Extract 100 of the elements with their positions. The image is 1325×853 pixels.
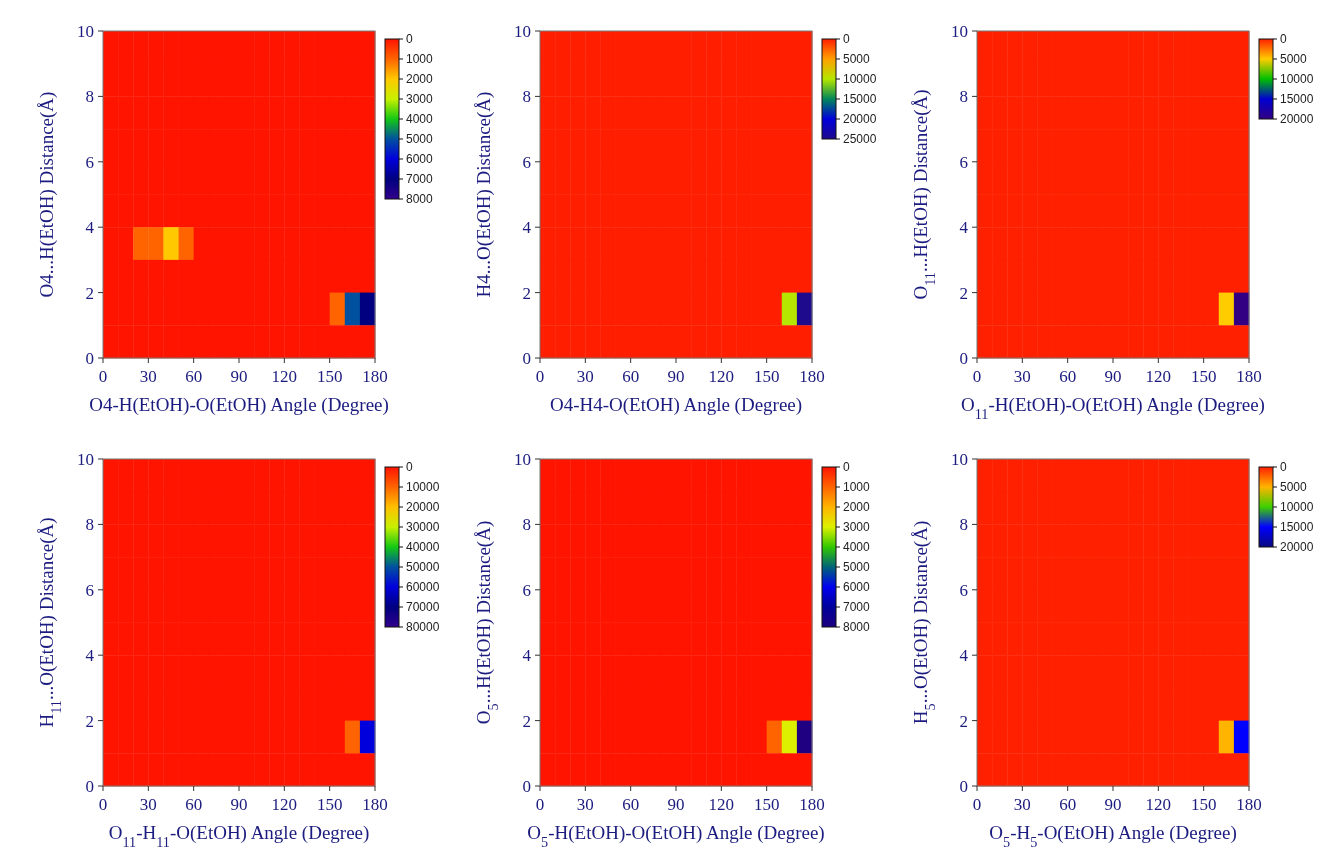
color-bar-label: 80000 xyxy=(406,620,440,634)
y-tick-label: 2 xyxy=(85,283,94,303)
x-axis-title: O$_{11}$-H(EtOH)-O(EtOH) Angle (Degree) xyxy=(961,394,1265,422)
color-bar-label: 7000 xyxy=(406,172,434,186)
y-tick-label: 8 xyxy=(85,87,94,107)
x-tick-label: 0 xyxy=(98,367,108,386)
y-axis-title: H4...O(EtOH) Distance(Å) xyxy=(473,91,495,298)
y-tick-label: 0 xyxy=(522,349,531,368)
color-bar-label: 20000 xyxy=(843,112,877,126)
y-tick-label: 8 xyxy=(522,515,531,535)
y-tick-label: 2 xyxy=(959,711,968,731)
x-tick-label: 120 xyxy=(271,795,298,814)
x-tick-label: 120 xyxy=(1145,795,1172,814)
color-bar-label: 10000 xyxy=(843,72,877,86)
y-tick-label: 2 xyxy=(522,283,531,303)
x-tick-label: 180 xyxy=(1236,367,1262,386)
x-tick-label: 0 xyxy=(972,367,982,386)
color-bar-label: 70000 xyxy=(406,600,440,614)
x-tick-label: 30 xyxy=(576,795,594,814)
x-tick-label: 30 xyxy=(139,367,157,386)
x-axis-title: O$_{5}$-H(EtOH)-O(EtOH) Angle (Degree) xyxy=(527,822,825,850)
color-bar-label: 25000 xyxy=(843,132,877,146)
x-tick-label: 30 xyxy=(139,795,157,814)
x-tick-label: 30 xyxy=(576,367,594,386)
x-tick-label: 90 xyxy=(1104,795,1122,814)
y-tick-label: 2 xyxy=(959,283,968,303)
y-tick-label: 8 xyxy=(522,87,531,107)
y-tick-label: 0 xyxy=(85,777,94,796)
y-tick-label: 0 xyxy=(522,777,531,796)
y-tick-label: 10 xyxy=(77,22,94,41)
x-tick-label: 60 xyxy=(1059,367,1077,386)
x-tick-label: 60 xyxy=(1059,795,1077,814)
x-tick-label: 90 xyxy=(230,367,248,386)
color-bar-label: 30000 xyxy=(406,520,440,534)
x-tick-label: 150 xyxy=(1190,795,1217,814)
x-tick-label: 60 xyxy=(622,795,640,814)
y-tick-label: 4 xyxy=(85,646,95,666)
x-axis-title: O4-H4-O(EtOH) Angle (Degree) xyxy=(549,394,803,416)
color-bar-label: 10000 xyxy=(1280,72,1314,86)
color-bar-label: 3000 xyxy=(843,520,871,534)
color-bar-label: 8000 xyxy=(843,620,871,634)
color-bar-label: 3000 xyxy=(406,92,434,106)
y-tick-label: 4 xyxy=(522,218,532,238)
color-bar-label: 60000 xyxy=(406,580,440,594)
x-tick-label: 30 xyxy=(1013,367,1031,386)
x-tick-label: 90 xyxy=(230,795,248,814)
color-bar-label: 7000 xyxy=(843,600,871,614)
x-tick-label: 0 xyxy=(535,795,545,814)
color-bar-label: 0 xyxy=(1280,460,1287,474)
x-axis-title: O4-H(EtOH)-O(EtOH) Angle (Degree) xyxy=(89,394,389,416)
color-bar-label: 15000 xyxy=(843,92,877,106)
color-bar-label: 8000 xyxy=(406,192,434,206)
color-bar-label: 50000 xyxy=(406,560,440,574)
color-bar-label: 20000 xyxy=(1280,540,1314,554)
x-tick-label: 180 xyxy=(799,795,825,814)
y-tick-label: 10 xyxy=(514,450,531,469)
x-tick-label: 150 xyxy=(316,795,343,814)
y-axis-title: O4...H(EtOH) Distance(Å) xyxy=(36,91,58,298)
y-tick-label: 4 xyxy=(522,646,532,666)
y-tick-label: 4 xyxy=(959,218,969,238)
x-tick-label: 180 xyxy=(362,367,388,386)
color-bar-label: 5000 xyxy=(843,52,871,66)
color-bar-label: 20000 xyxy=(406,500,440,514)
color-bar-label: 1000 xyxy=(406,52,434,66)
y-tick-label: 8 xyxy=(85,515,94,535)
x-tick-label: 150 xyxy=(1190,367,1217,386)
y-tick-label: 10 xyxy=(951,450,968,469)
y-tick-label: 6 xyxy=(85,580,94,600)
x-tick-label: 150 xyxy=(316,367,343,386)
y-tick-label: 8 xyxy=(959,87,968,107)
color-bar-label: 5000 xyxy=(1280,52,1308,66)
color-bar-label: 20000 xyxy=(1280,112,1314,126)
y-tick-label: 6 xyxy=(522,152,531,172)
x-tick-label: 0 xyxy=(535,367,545,386)
color-bar-label: 5000 xyxy=(843,560,871,574)
y-tick-label: 8 xyxy=(959,515,968,535)
x-tick-label: 60 xyxy=(622,367,640,386)
color-bar-label: 15000 xyxy=(1280,92,1314,106)
color-bar-label: 10000 xyxy=(1280,500,1314,514)
color-bar-label: 1000 xyxy=(843,480,871,494)
y-tick-label: 6 xyxy=(959,152,968,172)
y-tick-label: 4 xyxy=(85,218,95,238)
x-tick-label: 60 xyxy=(185,795,203,814)
y-tick-label: 10 xyxy=(77,450,94,469)
x-tick-label: 150 xyxy=(753,795,780,814)
x-tick-label: 60 xyxy=(185,367,203,386)
y-tick-label: 6 xyxy=(85,152,94,172)
y-tick-label: 2 xyxy=(85,711,94,731)
x-tick-label: 0 xyxy=(972,795,982,814)
x-tick-label: 90 xyxy=(667,367,685,386)
color-bar-label: 0 xyxy=(843,460,850,474)
x-tick-label: 120 xyxy=(1145,367,1172,386)
x-tick-label: 180 xyxy=(362,795,388,814)
color-bar-label: 6000 xyxy=(843,580,871,594)
y-tick-label: 6 xyxy=(522,580,531,600)
color-bar-label: 2000 xyxy=(406,72,434,86)
x-tick-label: 180 xyxy=(799,367,825,386)
color-bar-label: 0 xyxy=(406,32,413,46)
color-bar-label: 40000 xyxy=(406,540,440,554)
y-tick-label: 4 xyxy=(959,646,969,666)
